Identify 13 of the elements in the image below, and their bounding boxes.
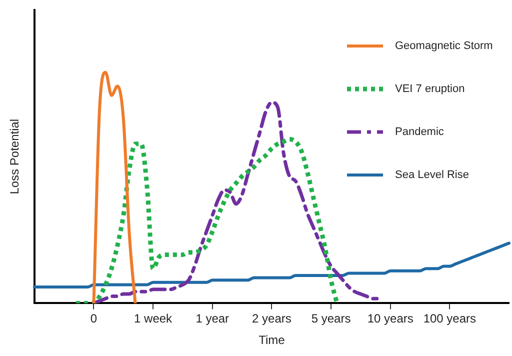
x-tick-label: 1 week xyxy=(134,312,174,326)
x-tick-label: 2 years xyxy=(252,312,292,326)
x-tick-label: 0 xyxy=(90,312,98,326)
legend-label: Sea Level Rise xyxy=(395,169,469,182)
legend-label: VEI 7 eruption xyxy=(395,83,465,96)
legend-label: Geomagnetic Storm xyxy=(395,40,493,52)
x-axis-title: Time xyxy=(258,333,286,348)
y-axis-title: Loss Potential xyxy=(8,118,22,194)
x-tick-label: 100 years xyxy=(423,312,476,326)
legend-label: Pandemic xyxy=(395,126,444,138)
x-tick-label: 1 year xyxy=(196,312,230,326)
x-tick-label: 5 years xyxy=(311,312,351,326)
x-tick-label: 10 years xyxy=(367,312,414,326)
